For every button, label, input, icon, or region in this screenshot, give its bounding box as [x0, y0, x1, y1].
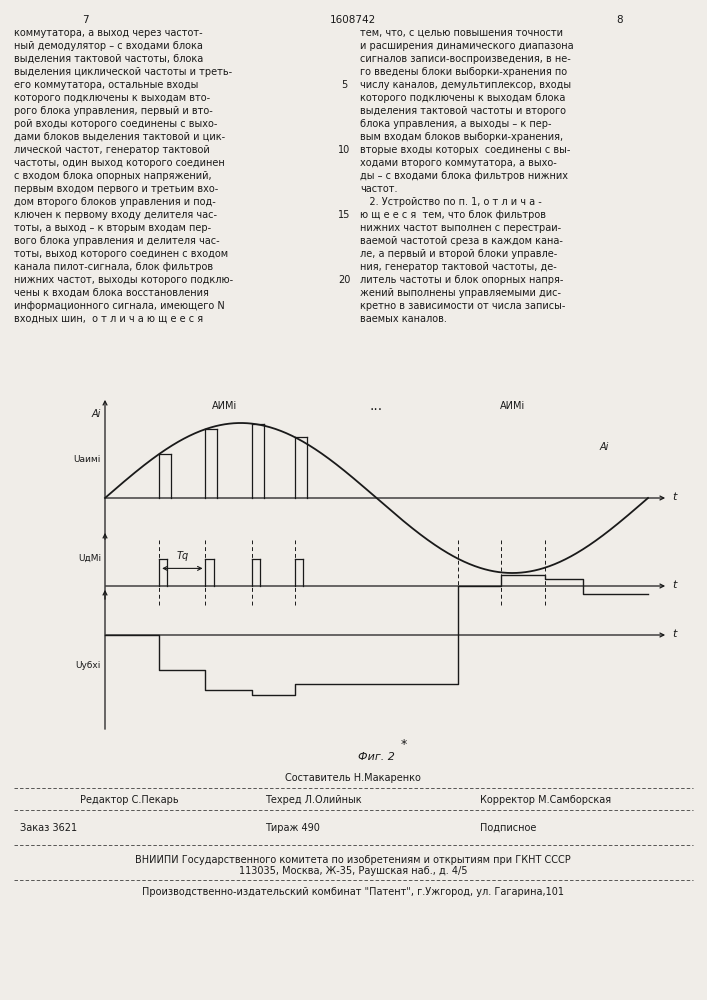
Text: АИМi: АИМi [212, 401, 237, 411]
Text: Tq: Tq [176, 551, 189, 561]
Text: с входом блока опорных напряжений,: с входом блока опорных напряжений, [14, 171, 211, 181]
Text: входных шин,  о т л и ч а ю щ е е с я: входных шин, о т л и ч а ю щ е е с я [14, 314, 203, 324]
Text: Редактор С.Пекарь: Редактор С.Пекарь [80, 795, 179, 805]
Text: и расширения динамического диапазона: и расширения динамического диапазона [360, 41, 573, 51]
Text: 1608742: 1608742 [330, 15, 376, 25]
Text: вого блока управления и делителя час-: вого блока управления и делителя час- [14, 236, 220, 246]
Text: кретно в зависимости от числа записы-: кретно в зависимости от числа записы- [360, 301, 566, 311]
Text: ле, а первый и второй блоки управле-: ле, а первый и второй блоки управле- [360, 249, 557, 259]
Text: нижних частот, выходы которого подклю-: нижних частот, выходы которого подклю- [14, 275, 233, 285]
Text: ваемых каналов.: ваемых каналов. [360, 314, 447, 324]
Text: числу каналов, демультиплексор, входы: числу каналов, демультиплексор, входы [360, 80, 571, 90]
Text: выделения тактовой частоты и второго: выделения тактовой частоты и второго [360, 106, 566, 116]
Text: ния, генератор тактовой частоты, де-: ния, генератор тактовой частоты, де- [360, 262, 556, 272]
Text: вым входам блоков выборки-хранения,: вым входам блоков выборки-хранения, [360, 132, 563, 142]
Text: выделения циклической частоты и треть-: выделения циклической частоты и треть- [14, 67, 232, 77]
Text: Тираж 490: Тираж 490 [265, 823, 320, 833]
Text: Производственно-издательский комбинат "Патент", г.Ужгород, ул. Гагарина,101: Производственно-издательский комбинат "П… [142, 887, 564, 897]
Text: чены к входам блока восстановления: чены к входам блока восстановления [14, 288, 209, 298]
Text: 20: 20 [338, 275, 350, 285]
Text: частоты, один выход которого соединен: частоты, один выход которого соединен [14, 158, 225, 168]
Text: частот.: частот. [360, 184, 397, 194]
Text: ю щ е е с я  тем, что блок фильтров: ю щ е е с я тем, что блок фильтров [360, 210, 546, 220]
Text: лической частот, генератор тактовой: лической частот, генератор тактовой [14, 145, 210, 155]
Text: ный демодулятор – с входами блока: ный демодулятор – с входами блока [14, 41, 203, 51]
Text: t: t [672, 629, 677, 639]
Text: ключен к первому входу делителя час-: ключен к первому входу делителя час- [14, 210, 217, 220]
Text: 5: 5 [341, 80, 347, 90]
Text: выделения тактовой частоты, блока: выделения тактовой частоты, блока [14, 54, 203, 64]
Text: 2. Устройство по п. 1, о т л и ч а -: 2. Устройство по п. 1, о т л и ч а - [360, 197, 542, 207]
Text: Составитель Н.Макаренко: Составитель Н.Макаренко [285, 773, 421, 783]
Text: дами блоков выделения тактовой и цик-: дами блоков выделения тактовой и цик- [14, 132, 225, 142]
Text: Ai: Ai [92, 409, 101, 419]
Text: t: t [672, 492, 677, 502]
Text: дом второго блоков управления и под-: дом второго блоков управления и под- [14, 197, 216, 207]
Text: рого блока управления, первый и вто-: рого блока управления, первый и вто- [14, 106, 213, 116]
Text: которого подключены к выходам блока: которого подключены к выходам блока [360, 93, 566, 103]
Text: рой входы которого соединены с выхо-: рой входы которого соединены с выхо- [14, 119, 217, 129]
Text: АИМi: АИМi [500, 401, 525, 411]
Text: жений выполнены управляемыми дис-: жений выполнены управляемыми дис- [360, 288, 561, 298]
Text: 113035, Москва, Ж-35, Раушская наб., д. 4/5: 113035, Москва, Ж-35, Раушская наб., д. … [239, 866, 467, 876]
Text: вторые входы которых  соединены с вы-: вторые входы которых соединены с вы- [360, 145, 571, 155]
Text: сигналов записи-воспроизведения, в не-: сигналов записи-воспроизведения, в не- [360, 54, 571, 64]
Text: Фиг. 2: Фиг. 2 [358, 752, 395, 762]
Text: Заказ 3621: Заказ 3621 [20, 823, 77, 833]
Text: ваемой частотой среза в каждом кана-: ваемой частотой среза в каждом кана- [360, 236, 563, 246]
Text: го введены блоки выборки-хранения по: го введены блоки выборки-хранения по [360, 67, 567, 77]
Text: Ai: Ai [599, 442, 609, 452]
Text: первым входом первого и третьим вхо-: первым входом первого и третьим вхо- [14, 184, 218, 194]
Text: t: t [672, 580, 677, 590]
Text: ды – с входами блока фильтров нижних: ды – с входами блока фильтров нижних [360, 171, 568, 181]
Text: которого подключены к выходам вто-: которого подключены к выходам вто- [14, 93, 210, 103]
Text: Корректор М.Самборская: Корректор М.Самборская [480, 795, 611, 805]
Text: литель частоты и блок опорных напря-: литель частоты и блок опорных напря- [360, 275, 563, 285]
Text: тоты, выход которого соединен с входом: тоты, выход которого соединен с входом [14, 249, 228, 259]
Text: канала пилот-сигнала, блок фильтров: канала пилот-сигнала, блок фильтров [14, 262, 213, 272]
Text: коммутатора, а выход через частот-: коммутатора, а выход через частот- [14, 28, 203, 38]
Text: тоты, а выход – к вторым входам пер-: тоты, а выход – к вторым входам пер- [14, 223, 211, 233]
Text: нижних частот выполнен с перестраи-: нижних частот выполнен с перестраи- [360, 223, 561, 233]
Text: его коммутатора, остальные входы: его коммутатора, остальные входы [14, 80, 199, 90]
Text: информационного сигнала, имеющего N: информационного сигнала, имеющего N [14, 301, 225, 311]
Text: 7: 7 [82, 15, 88, 25]
Text: 10: 10 [338, 145, 350, 155]
Text: Подписное: Подписное [480, 823, 537, 833]
Text: ходами второго коммутатора, а выхо-: ходами второго коммутатора, а выхо- [360, 158, 556, 168]
Text: UдМi: UдМi [78, 554, 101, 563]
Text: Uаимi: Uаимi [74, 454, 101, 464]
Text: Техред Л.Олийнык: Техред Л.Олийнык [265, 795, 361, 805]
Text: ВНИИПИ Государственного комитета по изобретениям и открытиям при ГКНТ СССР: ВНИИПИ Государственного комитета по изоб… [135, 855, 571, 865]
Text: *: * [401, 738, 407, 751]
Text: тем, что, с целью повышения точности: тем, что, с целью повышения точности [360, 28, 563, 38]
Text: Uубхi: Uубхi [76, 660, 101, 670]
Text: 8: 8 [617, 15, 624, 25]
Text: блока управления, а выходы – к пер-: блока управления, а выходы – к пер- [360, 119, 551, 129]
Text: 15: 15 [338, 210, 350, 220]
Text: ...: ... [370, 399, 383, 413]
